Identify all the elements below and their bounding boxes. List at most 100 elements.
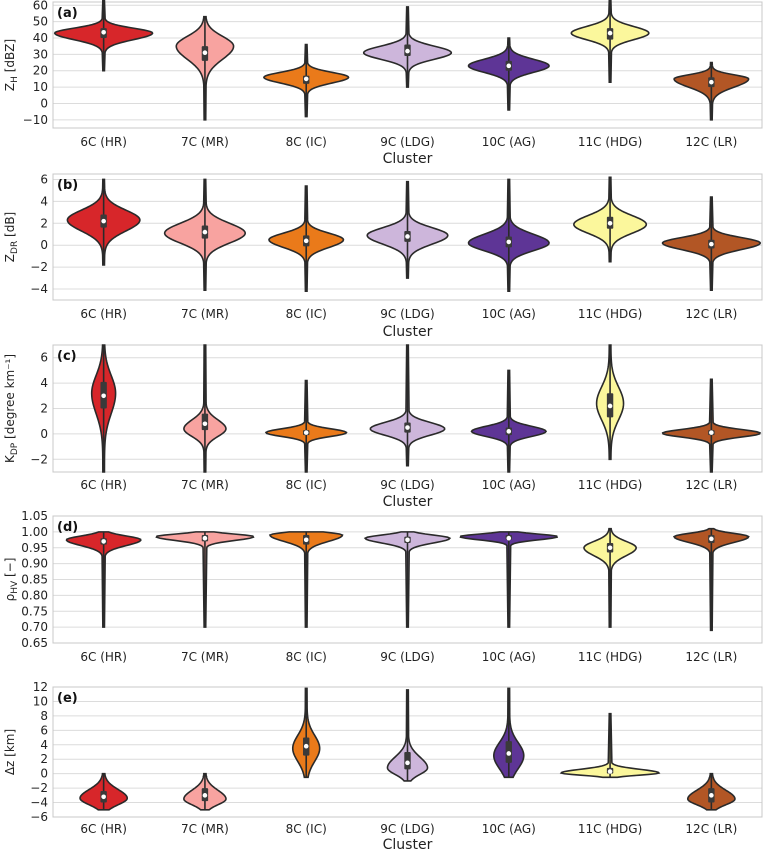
y-axis-label: ZH [dBZ] (3, 39, 20, 91)
axes-frame (52, 515, 763, 644)
x-tick-label: 6C (HR) (80, 822, 127, 836)
y-tick-label: 4 (40, 194, 48, 208)
median-point (101, 218, 106, 224)
y-tick-label: 0.75 (21, 604, 48, 618)
x-tick-label: 7C (MR) (181, 822, 229, 836)
x-tick-label: 9C (LDG) (380, 478, 434, 492)
x-tick-label: 7C (MR) (181, 307, 229, 321)
median-point (202, 50, 208, 56)
y-tick-label: −4 (30, 282, 48, 296)
median-point (607, 545, 613, 551)
median-point (101, 393, 106, 399)
y-tick-label: −10 (23, 113, 48, 127)
x-tick-label: 8C (IC) (286, 822, 327, 836)
median-point (405, 234, 410, 239)
x-axis-label: Cluster (383, 151, 433, 167)
y-tick-label: 2 (40, 402, 48, 416)
y-axis-label: ZDR [dB] (3, 212, 20, 262)
y-tick-label: 1.05 (21, 509, 48, 523)
y-tick-label: 0.80 (21, 588, 48, 602)
y-axis-label: KDP [degree km⁻¹] (3, 354, 20, 463)
median-point (202, 535, 208, 541)
y-tick-label: 2 (40, 216, 48, 230)
median-point (506, 751, 512, 756)
y-tick-label: −6 (30, 810, 48, 824)
y-tick-label: 1.00 (21, 525, 48, 539)
x-tick-label: 10C (AG) (482, 478, 536, 492)
x-tick-label: 9C (LDG) (380, 135, 434, 149)
y-tick-label: 8 (40, 709, 48, 723)
x-tick-label: 10C (AG) (482, 650, 536, 664)
median-point (607, 403, 613, 409)
y-tick-label: 10 (33, 80, 48, 94)
panel-b: −4 −2 0 2 4 6 6C (HR) 7C (MR) 8C (IC) 9C (LDG) 10C… (3, 172, 763, 340)
median-point (506, 429, 512, 434)
median-point (101, 539, 106, 544)
x-tick-label: 7C (MR) (181, 135, 229, 149)
y-tick-label: −2 (30, 260, 48, 274)
x-tick-label: 7C (MR) (181, 650, 229, 664)
x-tick-label: 6C (HR) (80, 307, 127, 321)
x-tick-label: 8C (IC) (286, 650, 327, 664)
x-tick-label: 8C (IC) (286, 478, 327, 492)
x-axis-label: Cluster (383, 324, 433, 340)
y-tick-label: 10 (33, 694, 48, 708)
x-tick-label: 10C (AG) (482, 135, 536, 149)
x-tick-label: 12C (LR) (685, 822, 737, 836)
panel-label: (e) (57, 691, 78, 706)
median-point (405, 48, 410, 54)
x-tick-label: 6C (HR) (80, 135, 127, 149)
x-tick-label: 11C (HDG) (578, 822, 642, 836)
median-point (506, 535, 512, 541)
x-tick-label: 9C (LDG) (380, 307, 434, 321)
y-tick-label: 40 (33, 31, 48, 45)
panel-label: (d) (57, 520, 78, 535)
y-tick-label: 0.90 (21, 557, 48, 571)
panel-a: −10 0 10 20 30 40 50 60 6C (HR) 7C (MR) 8C (IC) 9C … (3, 0, 763, 167)
x-tick-label: 11C (HDG) (578, 307, 642, 321)
axes-frame (52, 1, 763, 129)
x-tick-label: 6C (HR) (80, 478, 127, 492)
y-tick-label: 12 (33, 680, 48, 694)
median-point (607, 221, 613, 226)
panel-label: (b) (57, 178, 78, 193)
median-point (202, 793, 208, 798)
median-point (303, 430, 309, 435)
y-tick-label: 0 (40, 238, 48, 252)
y-tick-label: 0.70 (21, 620, 48, 634)
x-tick-label: 12C (LR) (685, 650, 737, 664)
panel-label: (c) (57, 349, 77, 364)
y-tick-label: 6 (40, 172, 48, 186)
median-point (101, 794, 106, 800)
x-axis-label: Cluster (383, 837, 433, 850)
x-tick-label: 11C (HDG) (578, 135, 642, 149)
x-tick-label: 12C (LR) (685, 135, 737, 149)
median-point (202, 421, 208, 427)
median-point (303, 537, 309, 543)
y-tick-label: 0.65 (21, 636, 48, 650)
y-tick-label: −2 (30, 781, 48, 795)
y-tick-label: 0 (40, 767, 48, 781)
axes-frame (52, 173, 763, 301)
y-tick-label: 4 (40, 376, 48, 390)
median-point (709, 241, 714, 247)
x-tick-label: 7C (MR) (181, 478, 229, 492)
y-tick-label: 6 (40, 723, 48, 737)
x-tick-label: 10C (AG) (482, 307, 536, 321)
median-point (405, 537, 410, 543)
x-tick-label: 9C (LDG) (380, 650, 434, 664)
y-tick-label: 6 (40, 351, 48, 365)
median-point (506, 239, 512, 245)
y-tick-label: 4 (40, 738, 48, 752)
median-point (101, 29, 106, 35)
x-tick-label: 8C (IC) (286, 307, 327, 321)
y-tick-label: 2 (40, 752, 48, 766)
x-tick-label: 9C (LDG) (380, 822, 434, 836)
y-tick-label: 30 (33, 47, 48, 61)
y-axis-label: ρHV [−] (3, 558, 20, 602)
x-tick-label: 11C (HDG) (578, 650, 642, 664)
x-tick-label: 8C (IC) (286, 135, 327, 149)
median-point (709, 430, 714, 435)
